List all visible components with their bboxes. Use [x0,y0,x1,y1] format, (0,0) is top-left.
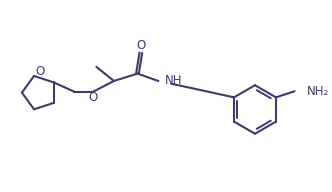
Text: NH₂: NH₂ [307,85,330,98]
Text: O: O [89,91,98,104]
Text: NH: NH [165,74,182,87]
Text: O: O [136,39,145,52]
Text: O: O [36,65,45,78]
